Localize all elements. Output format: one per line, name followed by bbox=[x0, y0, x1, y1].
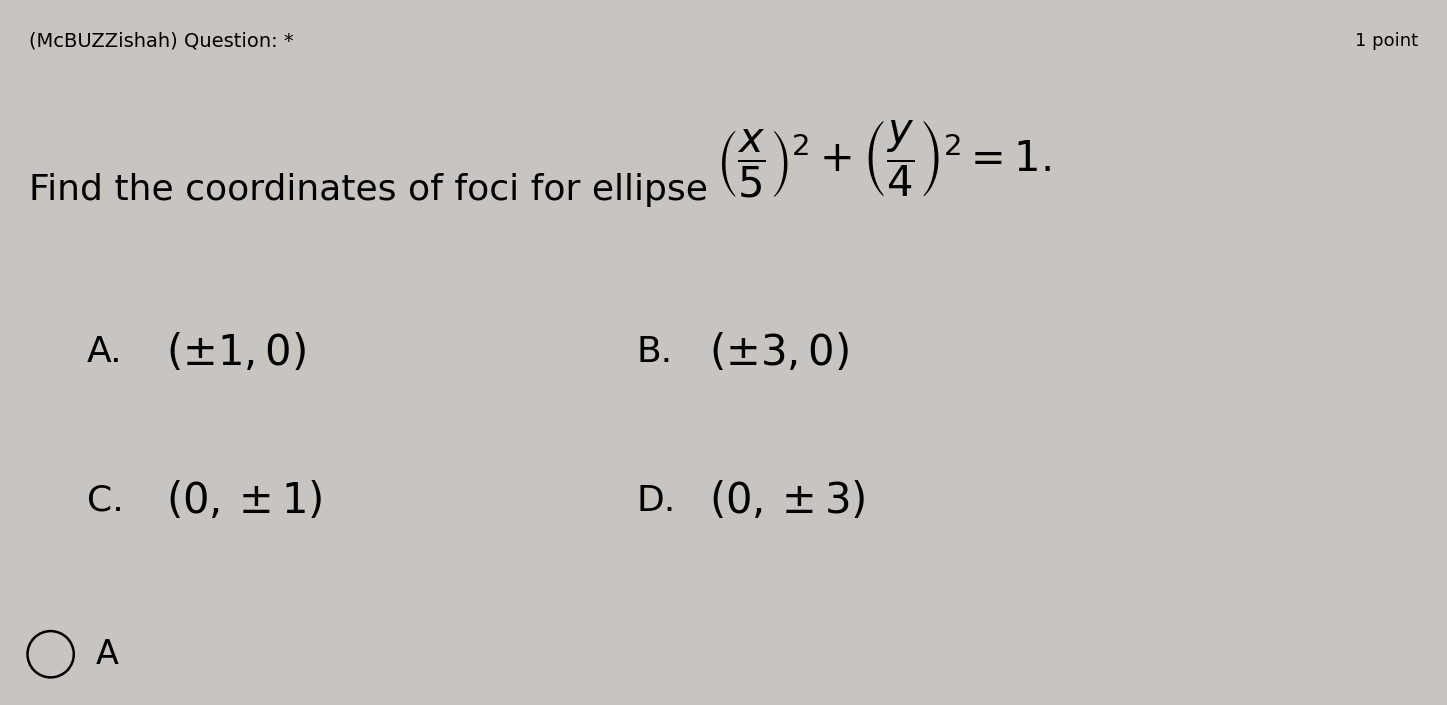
Text: $(0,\pm 1)$: $(0,\pm 1)$ bbox=[166, 479, 323, 522]
Text: B.: B. bbox=[637, 336, 673, 369]
Text: $(\pm 3,0)$: $(\pm 3,0)$ bbox=[709, 331, 849, 374]
Text: $\left(\dfrac{x}{5}\right)^{2}+\left(\dfrac{y}{4}\right)^{2}=1.$: $\left(\dfrac{x}{5}\right)^{2}+\left(\df… bbox=[716, 118, 1052, 199]
Text: A.: A. bbox=[87, 336, 123, 369]
Text: A: A bbox=[96, 638, 119, 670]
Text: D.: D. bbox=[637, 484, 676, 517]
Text: (McBUZZishah) Question: *: (McBUZZishah) Question: * bbox=[29, 32, 294, 51]
Text: $(0,\pm 3)$: $(0,\pm 3)$ bbox=[709, 479, 865, 522]
Text: $(\pm 1,0)$: $(\pm 1,0)$ bbox=[166, 331, 307, 374]
Text: Find the coordinates of foci for ellipse: Find the coordinates of foci for ellipse bbox=[29, 173, 719, 207]
Text: 1 point: 1 point bbox=[1354, 32, 1418, 50]
Text: C.: C. bbox=[87, 484, 123, 517]
